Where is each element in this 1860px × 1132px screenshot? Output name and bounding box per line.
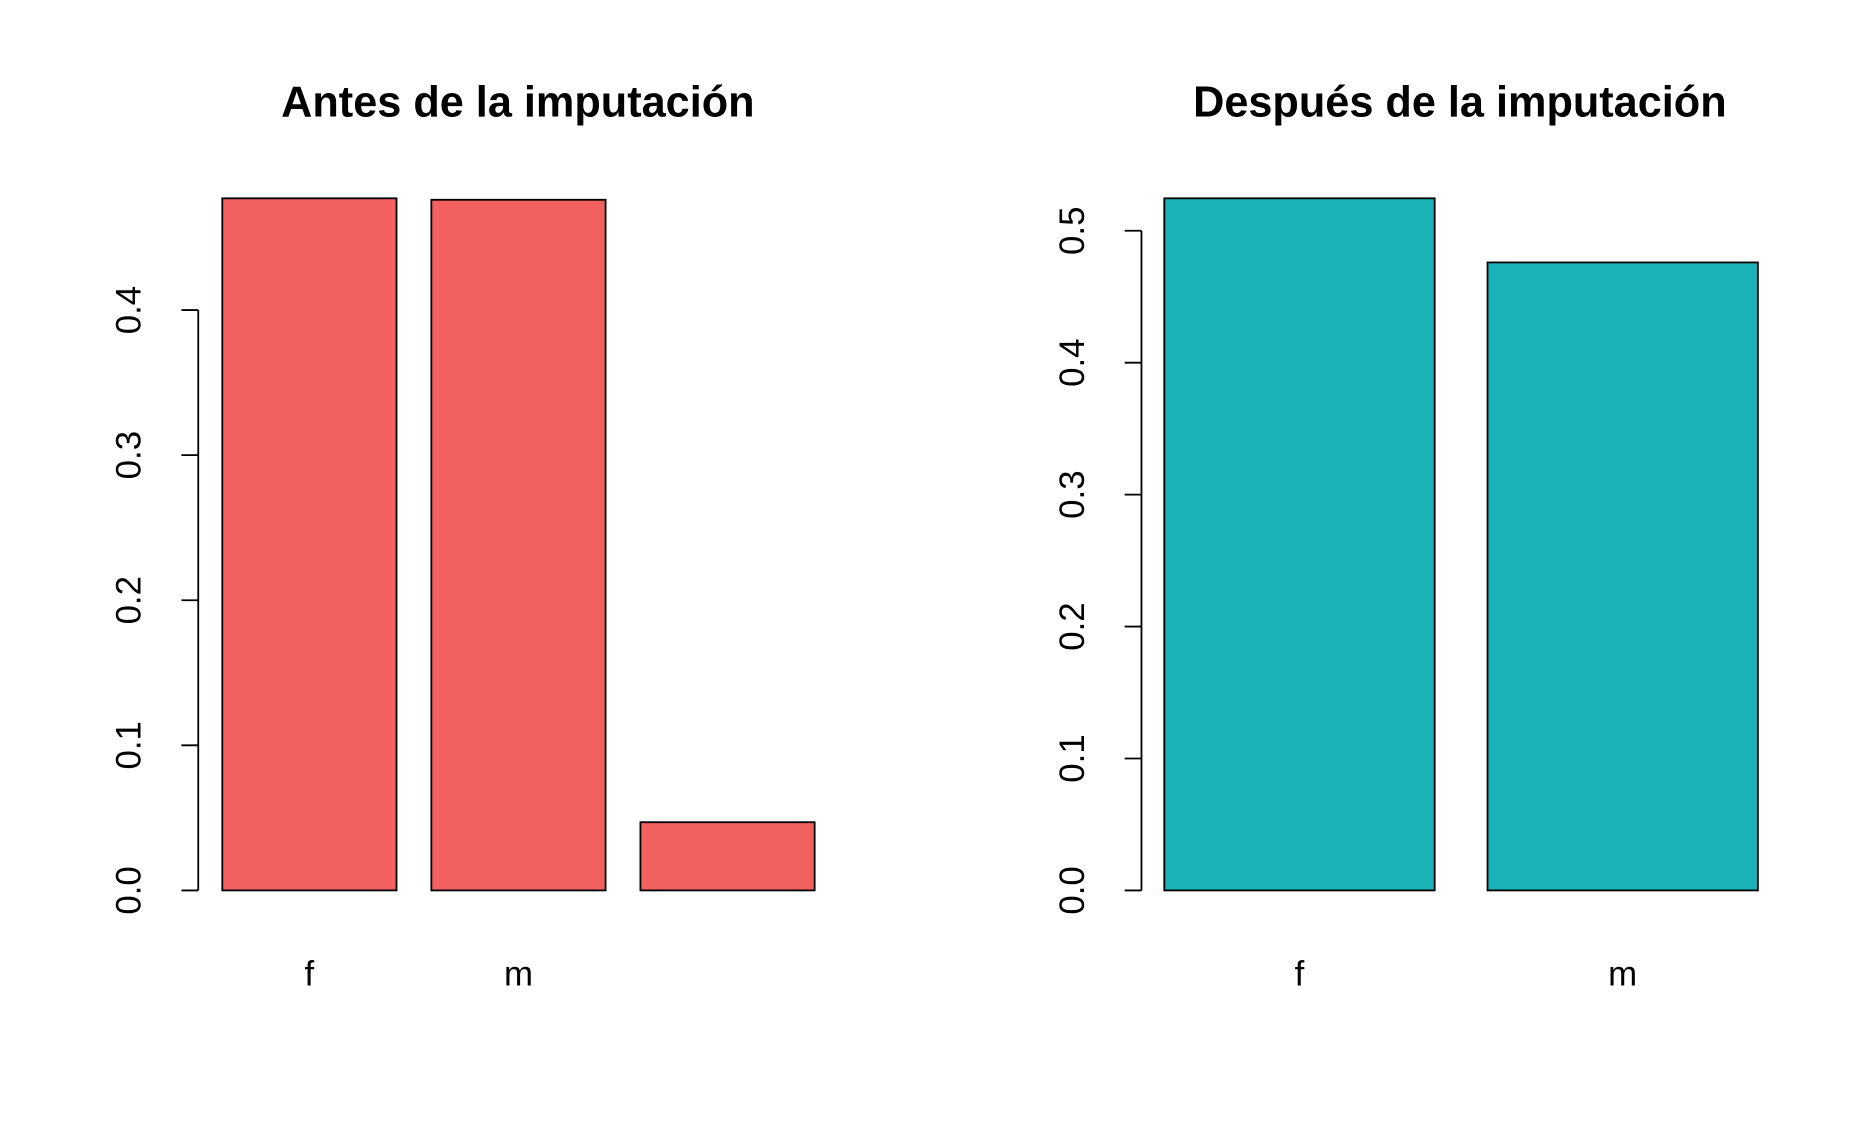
- y-tick-label: 0.4: [1053, 338, 1092, 386]
- bar: [1486, 261, 1759, 892]
- chart-title: Después de la imputación: [1193, 79, 1727, 127]
- bar: [639, 821, 816, 892]
- bar: [430, 198, 607, 892]
- x-tick-label: m: [1608, 954, 1637, 993]
- bar: [221, 197, 398, 892]
- bar: [1163, 197, 1436, 892]
- x-tick-label: f: [1295, 954, 1305, 993]
- y-tick-label: 0.1: [110, 721, 149, 769]
- y-tick-label: 0.2: [1053, 602, 1092, 650]
- y-tick-label: 0.3: [110, 431, 149, 479]
- y-tick-label: 0.3: [1053, 470, 1092, 518]
- x-tick-label: m: [504, 954, 533, 993]
- x-tick-label: f: [305, 954, 315, 993]
- chart-title: Antes de la imputación: [281, 79, 754, 127]
- y-tick-label: 0.1: [1053, 734, 1092, 782]
- y-tick-label: 0.0: [1053, 866, 1092, 914]
- y-tick-label: 0.0: [110, 866, 149, 914]
- y-tick-label: 0.4: [110, 286, 149, 334]
- y-tick-label: 0.2: [110, 576, 149, 624]
- y-tick-label: 0.5: [1053, 207, 1092, 255]
